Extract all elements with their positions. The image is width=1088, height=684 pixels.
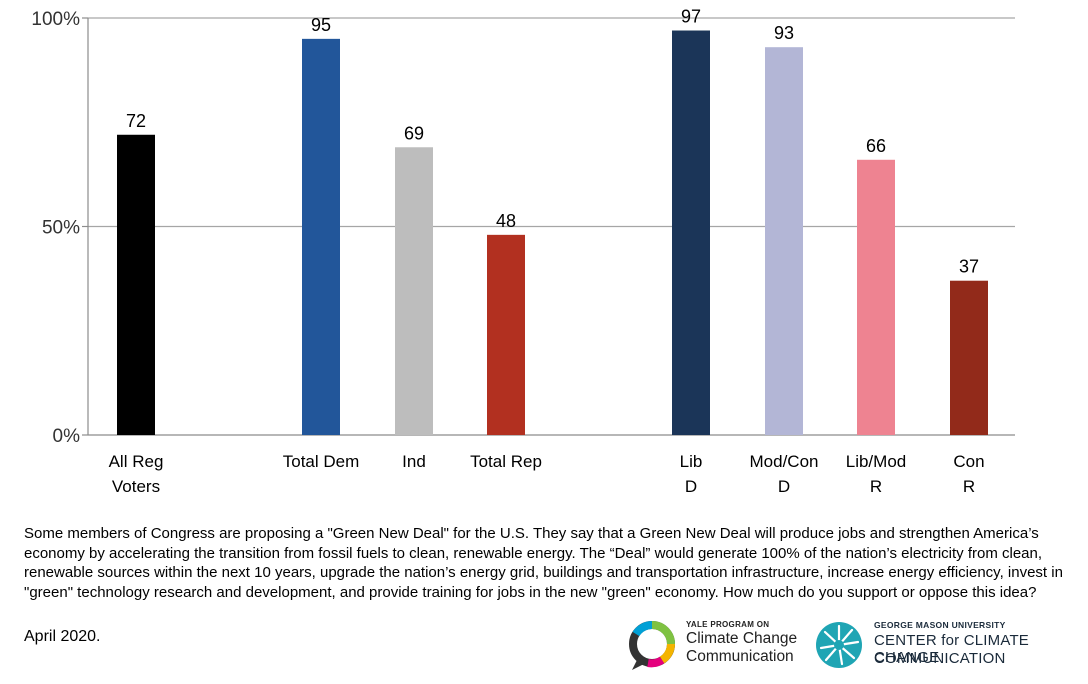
category-label: Lib (680, 452, 703, 471)
speech-bubble-icon (629, 621, 675, 670)
y-tick-label: 100% (31, 9, 80, 30)
yale-line2: Communication (686, 648, 794, 665)
category-label: All Reg (109, 452, 164, 471)
category-label: Total Dem (283, 452, 360, 471)
yale-program-on: YALE PROGRAM ON (686, 620, 770, 629)
bar-value-label: 66 (866, 136, 886, 156)
category-label: Voters (112, 477, 160, 496)
bar (765, 47, 803, 435)
bar (672, 30, 710, 435)
gmu-line2: COMMUNICATION (874, 650, 1006, 667)
bar-value-label: 69 (404, 123, 424, 143)
bar-value-label: 37 (959, 257, 979, 277)
survey-question-text: Some members of Congress are proposing a… (24, 525, 1063, 601)
gmu-line1: CENTER for CLIMATE CHANGE (874, 632, 1030, 666)
bar-value-label: 72 (126, 111, 146, 131)
bar (857, 159, 895, 435)
category-label: Lib/Mod (846, 452, 906, 471)
burst-icon (816, 622, 862, 668)
y-tick-label: 50% (42, 218, 80, 239)
bar-value-label: 97 (681, 7, 701, 27)
gmu-center-logo: GEORGE MASON UNIVERSITY CENTER for CLIMA… (812, 618, 1072, 674)
bar (487, 234, 525, 435)
bar (117, 134, 155, 435)
gmu-university: GEORGE MASON UNIVERSITY (874, 620, 1006, 630)
y-tick-label: 0% (53, 426, 81, 447)
yale-line1: Climate Change (686, 630, 798, 647)
bar-value-label: 95 (311, 15, 331, 35)
category-label: Con (953, 452, 984, 471)
survey-date: April 2020. (24, 628, 101, 645)
category-label: R (870, 477, 882, 496)
category-label: D (778, 477, 790, 496)
bar-value-label: 93 (774, 23, 794, 43)
bar (302, 38, 340, 435)
bar-chart: 0% 50% 100% 72 All Reg Voters 95 Total Dem 69 In… (31, 7, 1015, 496)
bar-value-label: 48 (496, 211, 516, 231)
yale-climate-logo: YALE PROGRAM ON Climate Change Communica… (628, 618, 808, 674)
bars (117, 30, 988, 435)
category-label: Ind (402, 452, 426, 471)
category-label: Total Rep (470, 452, 542, 471)
category-label: R (963, 477, 975, 496)
bar (395, 147, 433, 435)
category-label: D (685, 477, 697, 496)
bar (950, 280, 988, 435)
category-label: Mod/Con (750, 452, 819, 471)
labels: 72 All Reg Voters 95 Total Dem 69 Ind 48 Total R… (109, 7, 985, 496)
